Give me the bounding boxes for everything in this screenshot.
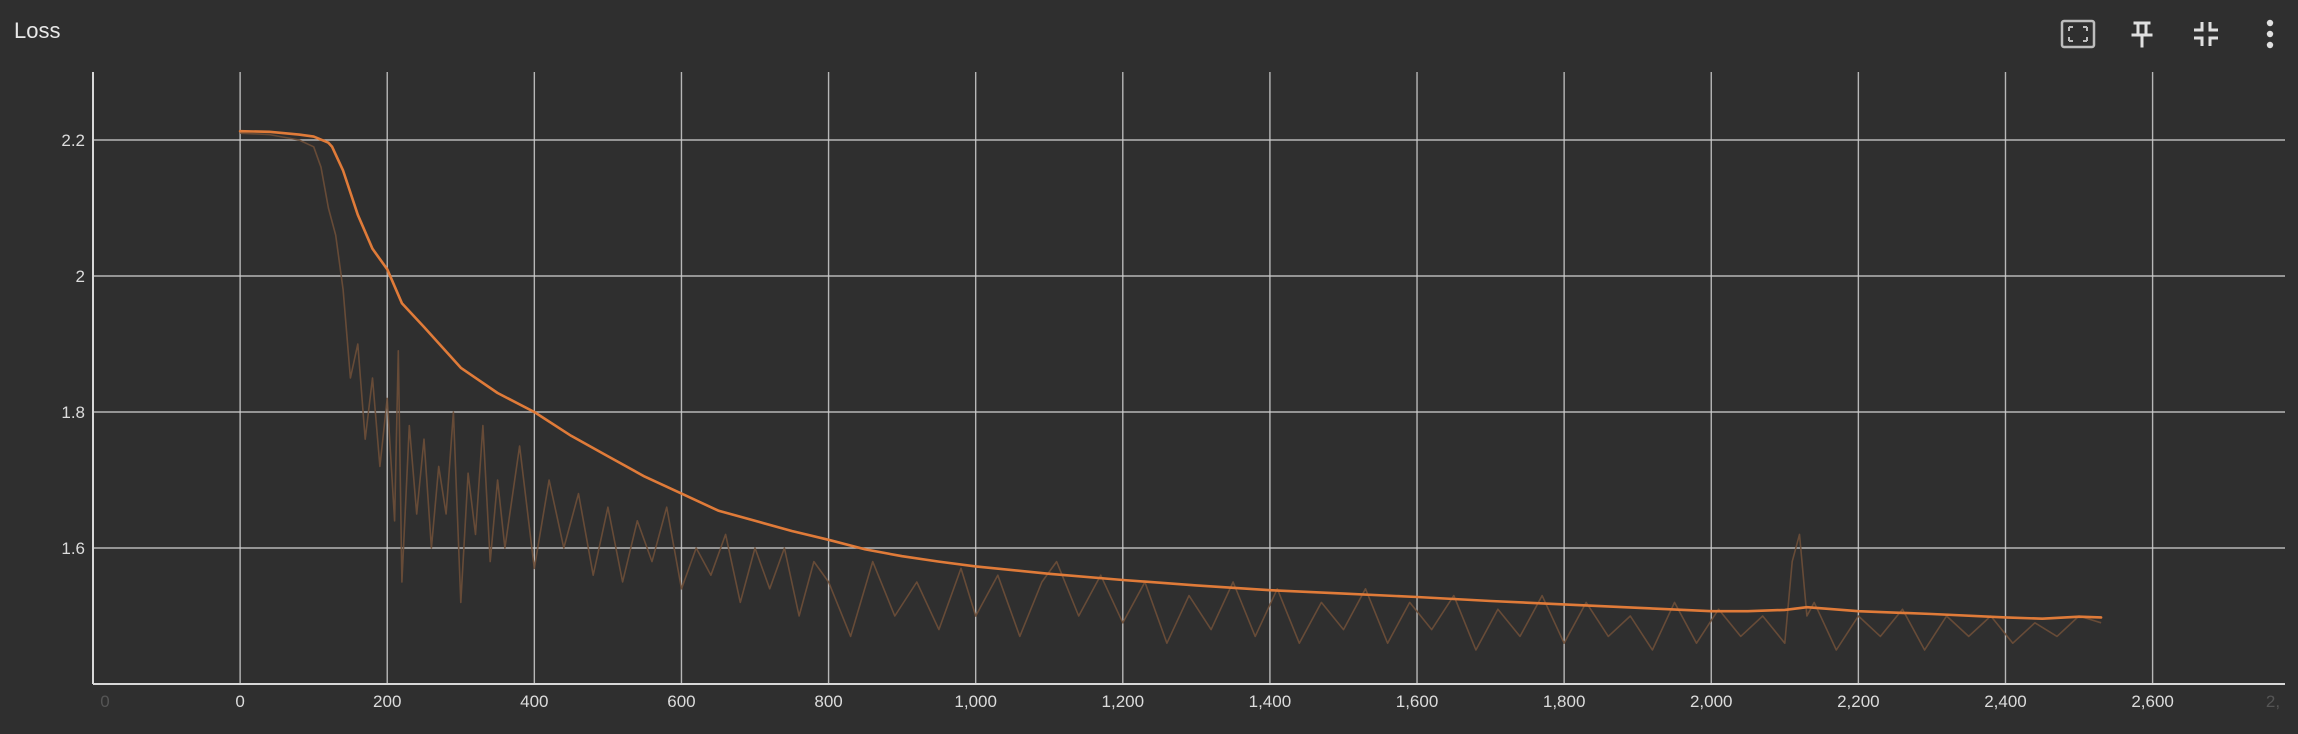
x-tick-label: 1,200 bbox=[1102, 692, 1145, 711]
series-layer bbox=[238, 129, 2103, 651]
chart-title: Loss bbox=[14, 18, 61, 43]
y-tick-label: 1.8 bbox=[61, 403, 85, 422]
x-tick-labels: 0 200 400 600 800 1,000 1,200 1,400 1,600 1,800 2,… bbox=[100, 692, 2280, 711]
more-vertical-icon bbox=[2266, 19, 2274, 49]
x-tick-label: 2,600 bbox=[2131, 692, 2174, 711]
x-tick-label: 200 bbox=[373, 692, 401, 711]
pin-button[interactable] bbox=[2122, 14, 2162, 54]
x-tick-label: 1,600 bbox=[1396, 692, 1439, 711]
raw-loss-line bbox=[240, 132, 2102, 651]
x-tick-label: 2,400 bbox=[1984, 692, 2027, 711]
x-tick-label: 400 bbox=[520, 692, 548, 711]
x-tick-label: 600 bbox=[667, 692, 695, 711]
x-tick-label: 1,400 bbox=[1249, 692, 1292, 711]
collapse-button[interactable] bbox=[2186, 14, 2226, 54]
x-tick-label: 2,000 bbox=[1690, 692, 1733, 711]
y-tick-label: 2.2 bbox=[61, 131, 85, 150]
x-tick-label: 1,000 bbox=[954, 692, 997, 711]
chart-toolbar bbox=[2034, 14, 2290, 54]
x-tick-label: 2,200 bbox=[1837, 692, 1880, 711]
collapse-icon bbox=[2194, 22, 2218, 46]
y-tick-labels: 1.6 1.8 2 2.2 bbox=[61, 131, 85, 558]
axes bbox=[92, 72, 2285, 685]
y-tick-label: 2 bbox=[76, 267, 85, 286]
x-tick-label: 800 bbox=[814, 692, 842, 711]
x-tick-label-faint: 0 bbox=[100, 692, 109, 711]
x-tick-label-faint: 2, bbox=[2266, 692, 2280, 711]
fit-domain-icon bbox=[2060, 19, 2096, 49]
x-tick-label: 0 bbox=[235, 692, 244, 711]
more-menu-button[interactable] bbox=[2250, 14, 2290, 54]
pin-icon bbox=[2131, 21, 2153, 48]
x-tick-label: 1,800 bbox=[1543, 692, 1586, 711]
grid-lines bbox=[93, 72, 2285, 684]
y-tick-label: 1.6 bbox=[61, 539, 85, 558]
smoothed-loss-line bbox=[238, 129, 2103, 621]
fit-domain-button[interactable] bbox=[2058, 14, 2098, 54]
